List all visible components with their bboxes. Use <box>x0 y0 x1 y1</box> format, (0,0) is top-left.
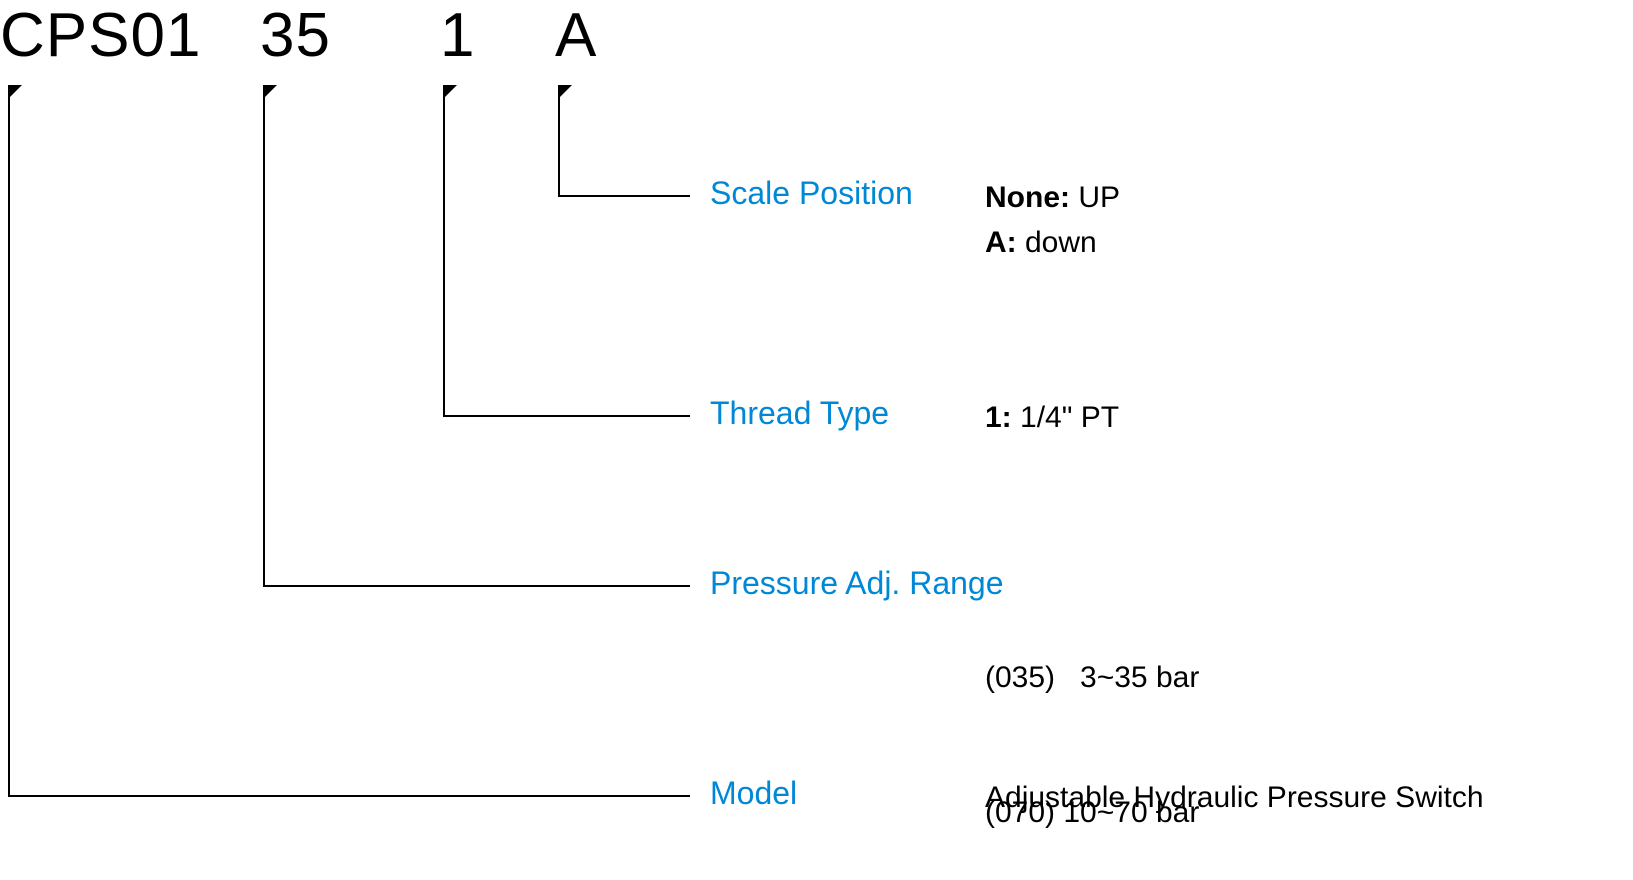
section-title-pressure-range: Pressure Adj. Range <box>710 565 1004 602</box>
desc-text: down <box>1017 226 1097 259</box>
vline-4 <box>558 85 560 195</box>
marker-1 <box>8 85 22 99</box>
code-part-pressure: 35 <box>260 0 331 71</box>
hline-2 <box>263 585 690 587</box>
code-part-thread: 1 <box>440 0 475 71</box>
section-title-model: Model <box>710 775 797 812</box>
section-title-scale-position: Scale Position <box>710 175 913 212</box>
desc-text: (035) 3~35 bar <box>985 661 1199 694</box>
section-desc-scale-position: None: UP A: down <box>985 175 1120 265</box>
section-desc-thread-type: 1: 1/4" PT <box>985 395 1119 440</box>
desc-text: UP <box>1070 181 1120 214</box>
marker-2 <box>263 85 277 99</box>
marker-3 <box>443 85 457 99</box>
hline-4 <box>558 195 690 197</box>
vline-3 <box>443 85 445 415</box>
vline-2 <box>263 85 265 585</box>
code-part-scale: A <box>555 0 597 71</box>
section-title-thread-type: Thread Type <box>710 395 889 432</box>
desc-bold: None: <box>985 181 1070 214</box>
marker-4 <box>558 85 572 99</box>
hline-1 <box>8 795 690 797</box>
vline-1 <box>8 85 10 795</box>
code-part-model: CPS01 <box>0 0 201 71</box>
section-desc-pressure-range: (035) 3~35 bar (070) 10~70 bar <box>985 565 1199 880</box>
section-desc-model: Adjustable Hydraulic Pressure Switch <box>985 775 1484 820</box>
desc-bold: A: <box>985 226 1017 259</box>
desc-bold: 1: <box>985 401 1012 434</box>
hline-3 <box>443 415 690 417</box>
desc-text: Adjustable Hydraulic Pressure Switch <box>985 781 1484 814</box>
desc-text: 1/4" PT <box>1012 401 1119 434</box>
